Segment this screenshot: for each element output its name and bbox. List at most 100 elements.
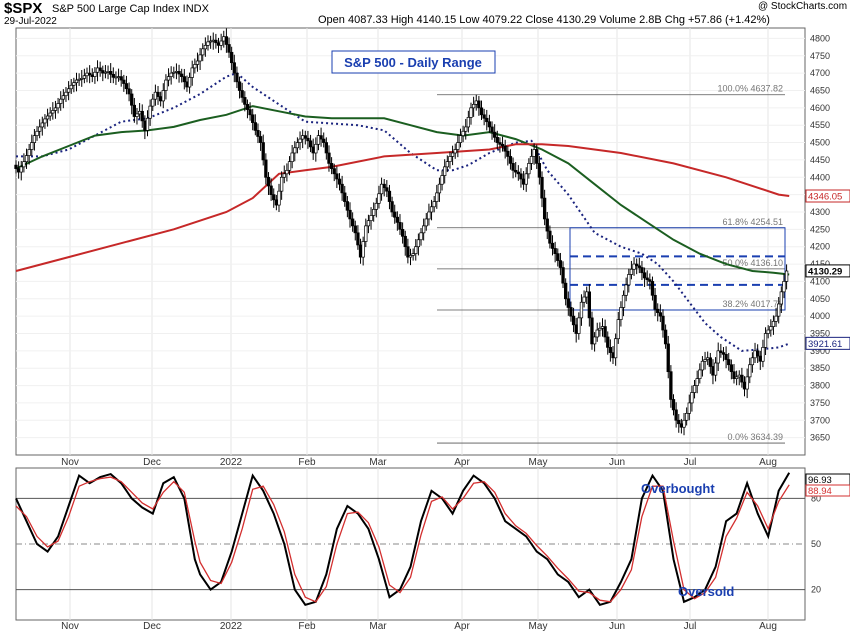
candle-body	[690, 392, 694, 404]
osc-value-label: 96.93	[808, 475, 832, 486]
candle-body	[511, 163, 515, 171]
candle-body	[740, 374, 744, 383]
candle-body	[148, 105, 152, 119]
x-tick-label: Nov	[61, 457, 79, 468]
candle-body	[137, 110, 142, 115]
candle-body	[59, 98, 63, 104]
candle-body	[364, 225, 368, 242]
candle-body	[140, 110, 144, 122]
candle-body	[558, 260, 563, 268]
x-tick-label: Feb	[298, 621, 316, 632]
overbought-label: Overbought	[641, 481, 715, 496]
y-tick-label: 3850	[810, 363, 830, 373]
candle-body	[251, 114, 255, 123]
candle-body	[440, 175, 444, 185]
oscillator-panel: Nov Dec 2022 Feb Mar Apr May Jun Jul Aug 20 50 80 Ove…	[15, 467, 850, 632]
x-tick-label: Nov	[61, 621, 79, 632]
ticker-symbol: $SPX	[4, 0, 43, 17]
x-tick-label: Aug	[759, 457, 777, 468]
candle-body	[540, 176, 544, 199]
candle-body	[779, 291, 783, 305]
candle-body	[132, 104, 137, 117]
candle-body	[390, 201, 394, 213]
candle-body	[713, 362, 718, 376]
candle-body	[466, 117, 471, 128]
candle-body	[687, 402, 691, 414]
x-tick-label: Apr	[454, 457, 470, 468]
candle-body	[22, 161, 26, 168]
candle-body	[585, 291, 589, 298]
candle-body	[111, 73, 115, 78]
candle-body	[624, 284, 628, 296]
candle-body	[437, 183, 442, 194]
candle-body	[264, 159, 268, 178]
candle-body	[742, 381, 747, 390]
candle-body	[763, 333, 768, 348]
candle-body	[669, 371, 673, 400]
y-tick-label: 4000	[810, 311, 830, 321]
candle-body	[737, 374, 741, 378]
candle-body	[782, 281, 786, 293]
candle-body	[153, 91, 158, 100]
candle-body	[274, 199, 279, 206]
candle-body	[16, 168, 21, 173]
candle-body	[429, 206, 434, 213]
candle-body	[408, 255, 413, 258]
candle-body	[72, 82, 76, 86]
chart-date: 29-Jul-2022	[4, 16, 57, 27]
candle-body	[650, 281, 655, 296]
candle-body	[600, 326, 605, 329]
candle-body	[648, 279, 652, 282]
candle-body	[227, 44, 231, 53]
candle-body	[756, 350, 760, 357]
candle-body	[224, 36, 229, 45]
candle-body	[419, 232, 423, 241]
candle-body	[400, 228, 405, 237]
candle-body	[187, 77, 192, 88]
candle-body	[253, 122, 257, 131]
fib-level-label: 38.2% 4017.70	[722, 299, 783, 309]
x-tick-label: Jun	[609, 621, 625, 632]
chart-title: S&P 500 - Daily Range	[344, 55, 482, 70]
candle-body	[103, 71, 108, 74]
candle-body	[93, 71, 97, 77]
candle-body	[122, 79, 126, 84]
candle-body	[324, 142, 328, 154]
candle-body	[327, 152, 331, 164]
candle-body	[374, 202, 378, 210]
candle-body	[774, 315, 778, 322]
y-tick-label: 4650	[810, 85, 830, 95]
candle-body	[550, 242, 555, 249]
candle-body	[329, 163, 334, 169]
candle-body	[679, 423, 684, 428]
candle-body	[345, 201, 350, 211]
candle-body	[293, 147, 297, 154]
candle-body	[524, 173, 528, 185]
candle-body	[684, 412, 689, 421]
candle-body	[595, 329, 599, 338]
daily-range-box	[569, 227, 786, 311]
candle-body	[587, 291, 591, 319]
candle-body	[166, 76, 171, 81]
candle-body	[243, 97, 247, 105]
candle-body	[266, 176, 271, 187]
candle-body	[677, 419, 681, 425]
candle-body	[777, 303, 781, 317]
candle-body	[261, 142, 265, 161]
candle-body	[190, 67, 194, 78]
candle-body	[40, 122, 44, 128]
price-label-close-box	[805, 264, 850, 278]
candle-body	[56, 103, 60, 109]
candle-body	[350, 218, 355, 227]
candle-body	[571, 315, 576, 326]
candle-body	[235, 72, 239, 83]
x-tick-label: Jul	[684, 621, 697, 632]
candle-body	[698, 369, 702, 379]
candle-body	[182, 76, 186, 83]
candle-body	[564, 282, 568, 300]
candle-body	[230, 51, 234, 64]
y-tick-label: 3750	[810, 398, 830, 408]
candle-body	[582, 296, 586, 303]
candle-body	[766, 329, 770, 334]
candle-body	[124, 83, 129, 90]
